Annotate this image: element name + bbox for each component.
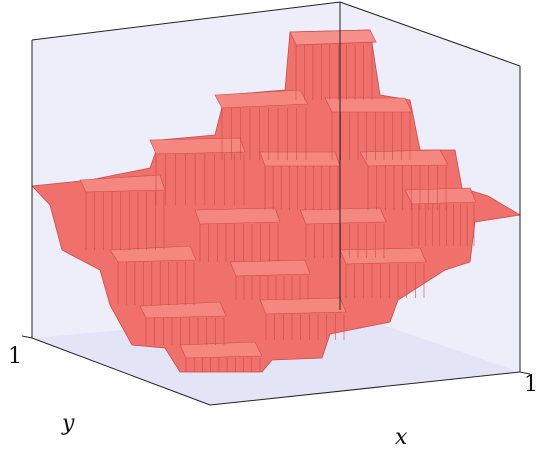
surface-plateau-0: [214, 89, 309, 109]
x-tick: [519, 371, 531, 375]
x-axis-label: x: [395, 425, 408, 450]
surface-plateau-top: [289, 29, 377, 46]
surface-plateau-7: [299, 207, 387, 225]
y-tick: [21, 335, 33, 339]
surface-plateau-8: [404, 187, 477, 205]
surface-plateau-5: [79, 174, 166, 193]
x-tick-label: 1: [524, 372, 538, 397]
axes-box: [31, 1, 521, 406]
surface-plateau-6: [194, 207, 281, 225]
surface-plateau-12: [139, 301, 227, 319]
surface-plateau-2: [149, 137, 246, 155]
surface-plateau-4: [359, 149, 449, 167]
y-axis-label: y: [61, 411, 75, 436]
surface-plateau-13: [259, 297, 347, 315]
surface-plateau-3: [259, 151, 341, 167]
surface-plateau-10: [229, 259, 311, 277]
surface-plateau-14: [179, 341, 263, 359]
surface-plateau-9: [109, 245, 197, 263]
surface-plateau-1: [324, 97, 413, 113]
y-tick-label: 1: [8, 344, 22, 369]
surface-plateau-11: [339, 247, 427, 265]
surface-mesh: [31, 29, 522, 373]
